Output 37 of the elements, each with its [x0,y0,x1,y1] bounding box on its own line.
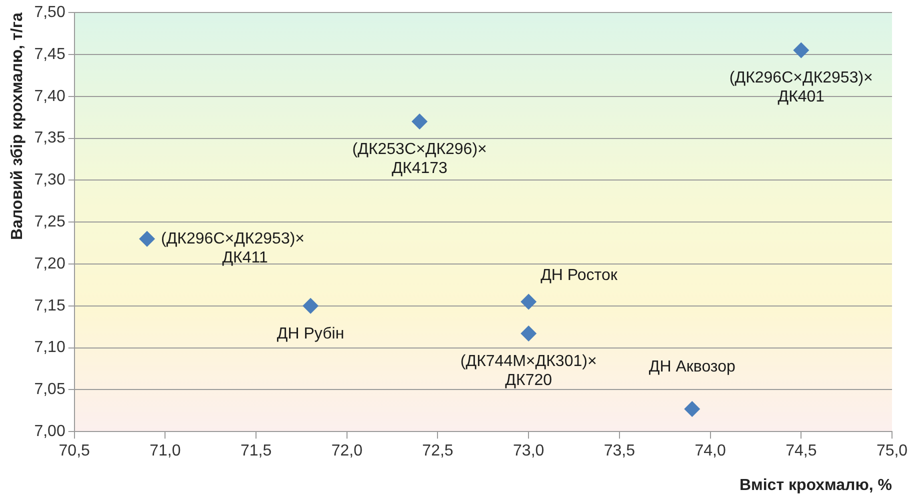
annotation: ДН Рубін [276,325,344,342]
y-tick-label: 7,05 [34,381,66,398]
x-tick-label: 75,0 [876,442,908,460]
point [412,114,428,130]
point [139,230,156,247]
point [520,294,537,310]
point [793,42,810,58]
annotation: ДН Росток [540,267,618,284]
x-tick-label: 72,0 [331,442,363,460]
y-tick-label: 7,00 [34,423,66,440]
y-tick-label: 7,10 [34,339,66,356]
y-axis-title: Валовий збір крохмалю, т/га [9,12,26,240]
x-tick-label: 73,5 [604,442,636,460]
annotation: (ДК296С×ДК2953)× ДК401 [729,70,873,106]
y-tick-label: 7,20 [34,255,66,272]
x-tick-label: 73,0 [513,442,544,460]
y-tick-label: 7,25 [34,214,66,231]
x-tick-label: 71,0 [150,442,181,460]
annotation: (ДК253С×ДК296)× ДК4173 [352,140,487,177]
y-tick-label: 7,50 [34,4,66,22]
y-tick-label: 7,30 [34,172,66,189]
point [302,298,319,314]
y-tick-label: 7,45 [34,46,66,63]
y-tick-label: 7,15 [34,297,66,314]
point [520,326,537,342]
x-tick-label: 71,5 [240,442,272,460]
y-tick-label: 7,35 [34,130,66,147]
x-axis-title: Вміст крохмалю, % [739,476,892,494]
point [684,400,700,417]
annotation: ДН Аквозор [648,358,736,376]
y-tick-label: 7,40 [34,88,66,105]
annotation: (ДК296С×ДК2953)× ДК411 [161,230,305,266]
x-tick-label: 74,5 [786,442,817,460]
annotation: (ДК744М×ДК301)× ДК720 [460,352,597,389]
x-tick-label: 72,5 [422,442,454,460]
x-tick-label: 70,5 [58,442,90,460]
x-tick-label: 74,0 [694,442,726,460]
